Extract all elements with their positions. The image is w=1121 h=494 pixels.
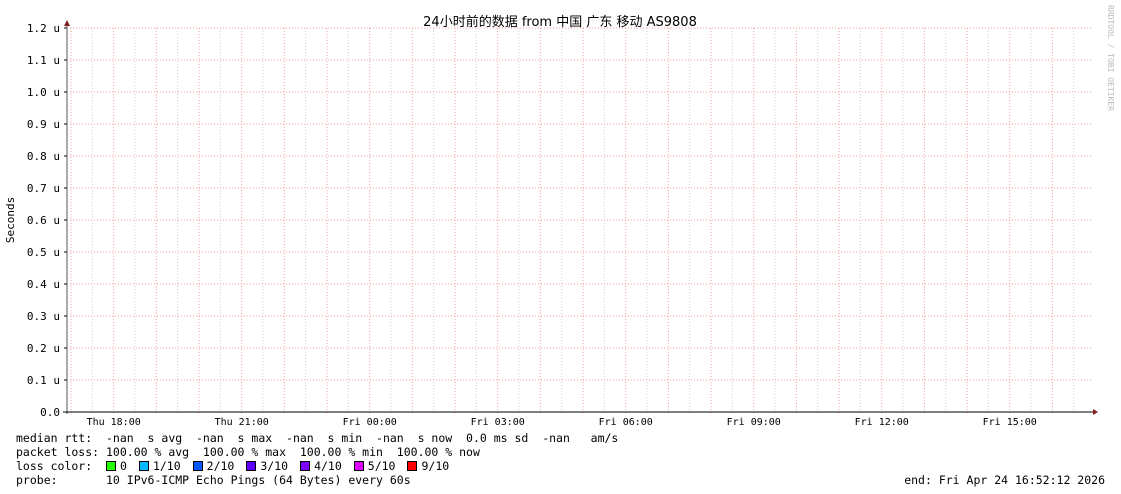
median-rtt-line: median rtt: -nan s avg -nan s max -nan s… [16, 431, 619, 445]
loss-color-item: 9/10 [407, 459, 449, 473]
loss-color-label-text: 0 [120, 459, 127, 473]
x-ticks: Thu 18:00 Thu 21:00 Fri 00:00 Fri 03:00 Fri … [87, 417, 1037, 428]
loss-color-label-text: 4/10 [314, 459, 342, 473]
y-tick-label: 0.6 u [27, 214, 60, 227]
x-tick-label: Thu 21:00 [215, 417, 269, 428]
y-tick-label: 0.0 [40, 406, 60, 419]
y-axis-arrow-icon [64, 20, 70, 26]
loss-color-item: 4/10 [300, 459, 342, 473]
loss-color-swatch [300, 461, 311, 471]
x-tick-label: Fri 00:00 [343, 417, 397, 428]
y-tick-label: 0.9 u [27, 118, 60, 131]
x-tick-label: Fri 12:00 [855, 417, 909, 428]
watermark: RRDTOOL / TOBI OETIKER [1106, 5, 1115, 111]
y-tick-label: 1.0 u [27, 86, 60, 99]
y-tick-label: 0.8 u [27, 150, 60, 163]
loss-color-label-text: 2/10 [206, 459, 235, 473]
loss-color-label-text: 5/10 [367, 459, 396, 473]
loss-color-item: 5/10 [353, 459, 396, 473]
loss-color-item: 3/10 [246, 459, 288, 473]
loss-color-swatch [353, 461, 364, 471]
grid [67, 27, 1093, 415]
x-tick-label: Thu 18:00 [87, 417, 141, 428]
y-tick-label: 0.4 u [27, 278, 60, 291]
loss-color-item: 2/10 [192, 459, 235, 473]
y-tick-label: 1.1 u [27, 54, 60, 67]
y-tick-label: 0.5 u [27, 246, 60, 259]
y-tick-label: 0.1 u [27, 374, 60, 387]
x-tick-label: Fri 15:00 [983, 417, 1037, 428]
x-tick-label: Fri 09:00 [727, 417, 781, 428]
chart-title: 24小时前的数据 from 中国 广东 移动 AS9808 [423, 14, 697, 30]
loss-color-line: loss color: 0 1/10 2/10 3/10 4/10 5/10 9/10 [16, 459, 461, 473]
x-tick-label: Fri 03:00 [471, 417, 525, 428]
probe-line: probe: 10 IPv6-ICMP Echo Pings (64 Bytes… [16, 473, 411, 487]
y-tick-label: 0.2 u [27, 342, 60, 355]
loss-color-item: 1/10 [138, 459, 181, 473]
x-tick-label: Fri 06:00 [599, 417, 653, 428]
loss-color-item: 0 [106, 459, 127, 473]
packet-loss-line: packet loss: 100.00 % avg 100.00 % max 1… [16, 445, 480, 459]
y-tick-label: 0.3 u [27, 310, 60, 323]
loss-color-label-text: 9/10 [421, 459, 450, 473]
y-ticks: 0.0 0.1 u 0.2 u 0.3 u 0.4 u 0.5 u 0.6 u 0.7 u 0.… [27, 22, 67, 419]
loss-color-swatch [246, 461, 257, 471]
x-axis-arrow-icon [1093, 409, 1098, 415]
y-tick-label: 1.2 u [27, 22, 60, 35]
y-tick-label: 0.7 u [27, 182, 60, 195]
end-time: end: Fri Apr 24 16:52:12 2026 [904, 473, 1105, 487]
loss-color-swatch [138, 461, 149, 471]
loss-color-swatch [192, 461, 203, 471]
y-axis-label: Seconds [4, 197, 17, 243]
loss-color-swatch [407, 461, 418, 471]
loss-color-label: loss color: [16, 459, 107, 473]
loss-color-label-text: 1/10 [152, 459, 181, 473]
loss-color-swatch [106, 461, 117, 471]
loss-color-label-text: 3/10 [260, 459, 289, 473]
